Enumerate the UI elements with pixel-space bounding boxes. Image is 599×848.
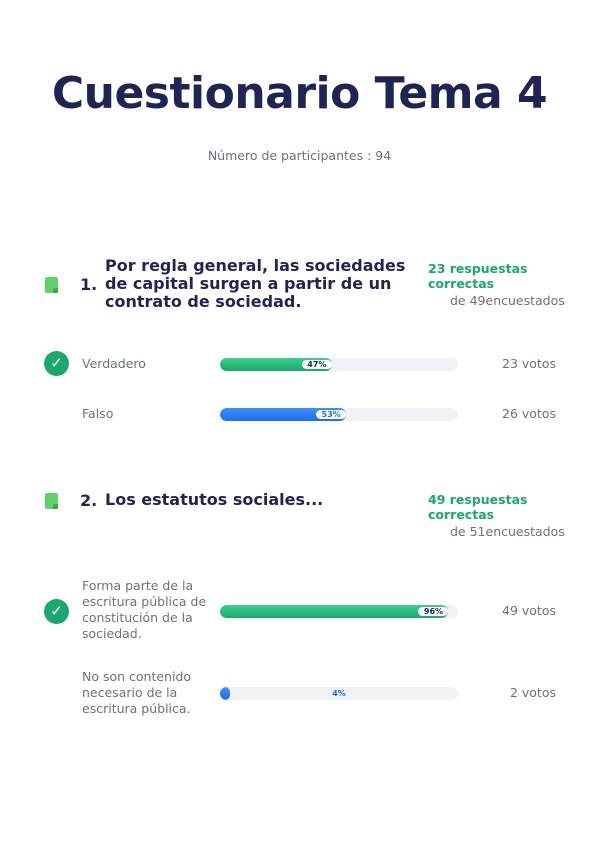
vote-count: 2 votos [509, 685, 556, 700]
question-text: Los estatutos sociales... [105, 490, 324, 509]
vote-count: 26 votos [502, 406, 556, 421]
progress-fill [220, 408, 347, 421]
percent-badge: 53% [316, 410, 347, 419]
progress-bar: 4% [220, 687, 458, 700]
document-icon [45, 493, 58, 509]
answer-label: No son contenido necesario de la escritu… [82, 669, 192, 716]
progress-bar: 53% [220, 408, 458, 421]
surveyed-count: de 49encuestados [450, 293, 565, 308]
progress-fill [220, 605, 449, 618]
vote-count: 49 votos [502, 603, 556, 618]
correct-count: 23 respuestas correctas [428, 261, 528, 291]
question-number: 1. [80, 275, 98, 294]
document-icon [45, 277, 58, 293]
answer-label: Forma parte de la escritura pública de c… [82, 578, 207, 641]
checkmark-circle-icon: ✓ [44, 599, 69, 624]
participant-count: Número de participantes : 94 [207, 148, 392, 163]
progress-bar: 47% [220, 358, 458, 371]
checkmark-circle-icon: ✓ [44, 351, 69, 376]
page-title: Cuestionario Tema 4 [51, 68, 548, 119]
answer-label: Verdadero [82, 356, 146, 371]
correct-count: 49 respuestas correctas [428, 492, 528, 522]
surveyed-count: de 51encuestados [450, 524, 565, 539]
percent-badge: 47% [301, 360, 332, 369]
vote-count: 23 votos [502, 356, 556, 371]
question-text: Por regla general, las sociedades de cap… [105, 256, 406, 311]
progress-bar: 96% [220, 605, 458, 618]
question-number: 2. [80, 491, 98, 510]
answer-label: Falso [82, 406, 114, 421]
percent-badge: 4% [332, 689, 346, 698]
progress-fill [220, 687, 230, 700]
percent-badge: 96% [418, 607, 449, 616]
